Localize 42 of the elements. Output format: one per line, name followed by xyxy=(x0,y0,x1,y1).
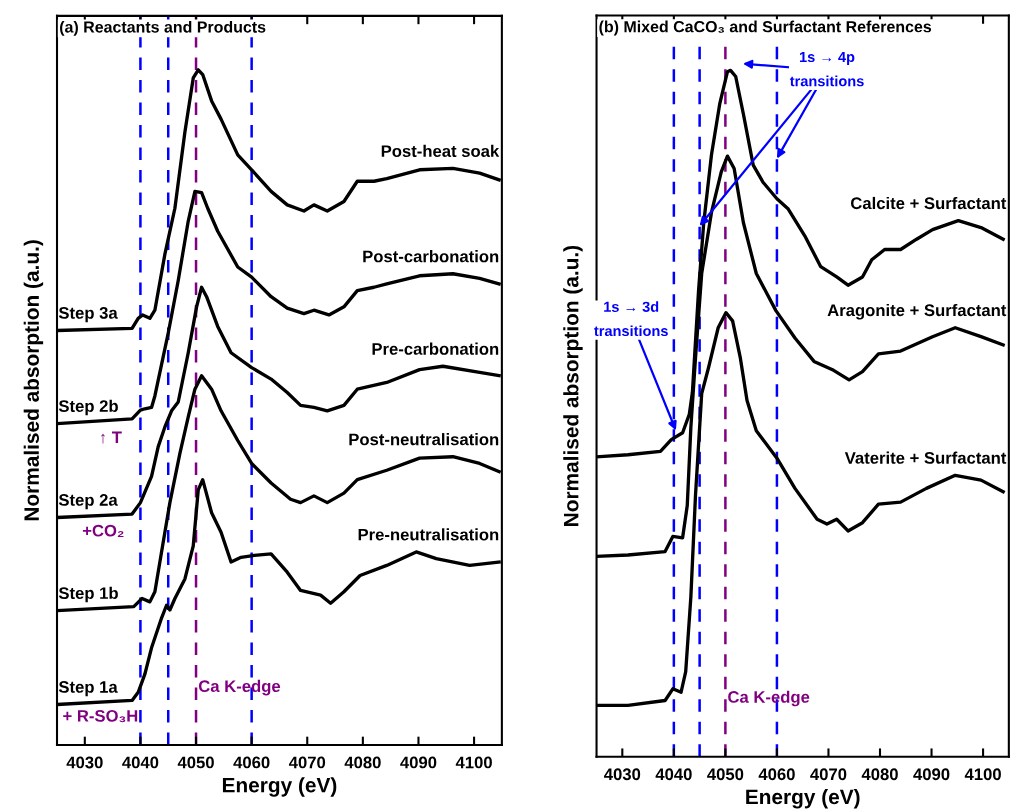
annotation: Step 2b xyxy=(58,399,118,416)
annotation: 1s → 3d transitions xyxy=(594,301,668,337)
x-tick-label: 4040 xyxy=(122,756,159,769)
x-tick-label: 4100 xyxy=(964,768,1001,781)
x-tick-label: 4050 xyxy=(707,768,744,781)
chart-title: (a) Reactants and Products xyxy=(60,20,266,36)
annotation: ↑ T xyxy=(101,431,122,444)
series-label: Post-neutralisation xyxy=(349,433,499,446)
y-axis-title: Normalised absorption (a.u.) xyxy=(563,245,583,526)
x-tick-label: 4040 xyxy=(655,768,692,781)
x-tick-label: 4090 xyxy=(913,768,950,781)
y-axis-title: Normalised absorption (a.u.) xyxy=(23,240,44,521)
x-tick-label: 4030 xyxy=(66,756,103,769)
series-label: Aragonite + Surfactant xyxy=(827,303,1007,320)
annotation: Step 1b xyxy=(58,586,118,603)
x-tick-label: 4060 xyxy=(758,768,795,781)
x-axis-title: Energy (eV) xyxy=(222,777,337,797)
ref-line-label: Ca K-edge xyxy=(728,690,810,707)
annotation: Step 3a xyxy=(58,307,118,323)
annotation: Step 2a xyxy=(58,494,118,510)
x-tick-label: 4030 xyxy=(604,768,641,781)
annotation: + R-SO₃H xyxy=(63,709,138,723)
ref-line-label: Ca K-edge xyxy=(198,679,281,696)
x-tick-label: 4070 xyxy=(288,756,326,769)
annotation: Step 1a xyxy=(58,681,118,697)
x-tick-label: 4050 xyxy=(177,756,214,769)
x-tick-label: 4090 xyxy=(400,756,437,769)
series-label: Pre-carbonation xyxy=(372,342,499,355)
x-tick-label: 4060 xyxy=(233,756,270,769)
chart-title: (b) Mixed CaCO₃ and Surfactant References xyxy=(599,20,932,36)
annotation: +CO₂ xyxy=(82,524,124,537)
series-label: Calcite + Surfactant xyxy=(850,196,1007,210)
x-axis-title: Energy (eV) xyxy=(746,788,860,809)
series-label: Pre-neutralisation xyxy=(358,528,499,541)
series-label: Post-carbonation xyxy=(363,250,499,263)
annotation: 1s → 4p transitions xyxy=(789,51,864,87)
x-tick-label: 4080 xyxy=(344,756,381,769)
x-tick-label: 4100 xyxy=(455,756,492,769)
x-tick-label: 4080 xyxy=(861,768,898,781)
x-tick-label: 4070 xyxy=(810,768,847,781)
series-label: Vaterite + Surfactant xyxy=(844,451,1007,464)
series-label: Post-heat soak xyxy=(381,144,500,158)
